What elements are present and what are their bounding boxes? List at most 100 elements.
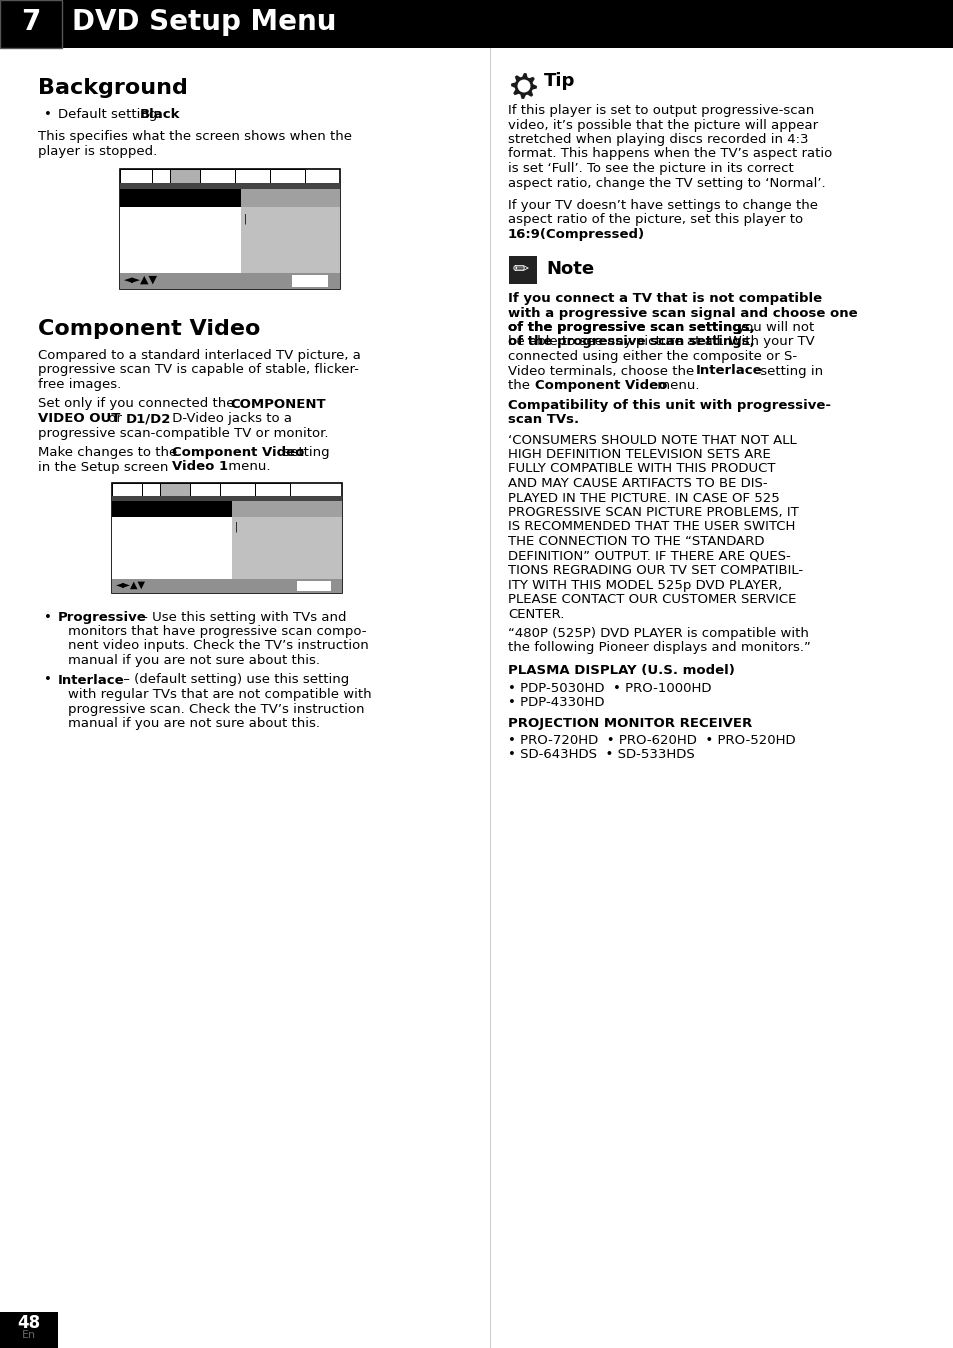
Text: connected using either the composite or S-: connected using either the composite or … <box>507 350 797 363</box>
Text: Black: Black <box>140 108 180 121</box>
Text: the: the <box>507 379 534 392</box>
Text: Default setting:: Default setting: <box>58 108 166 121</box>
Text: |: | <box>244 213 247 224</box>
Text: with a progressive scan signal and choose one: with a progressive scan signal and choos… <box>507 306 857 319</box>
Text: the following Pioneer displays and monitors.”: the following Pioneer displays and monit… <box>507 642 810 655</box>
Text: is set ‘Full’. To see the picture in its correct: is set ‘Full’. To see the picture in its… <box>507 162 793 175</box>
Text: ‘CONSUMERS SHOULD NOTE THAT NOT ALL: ‘CONSUMERS SHOULD NOTE THAT NOT ALL <box>507 434 796 446</box>
Text: be able to see any picture at all. With your TV: be able to see any picture at all. With … <box>507 336 814 349</box>
Polygon shape <box>511 73 537 98</box>
Text: nent video inputs. Check the TV’s instruction: nent video inputs. Check the TV’s instru… <box>68 639 369 652</box>
Text: “480P (525P) DVD PLAYER is compatible with: “480P (525P) DVD PLAYER is compatible wi… <box>507 627 808 640</box>
Text: •: • <box>44 611 51 624</box>
Text: aspect ratio of the picture, set this player to: aspect ratio of the picture, set this pl… <box>507 213 802 226</box>
Bar <box>241 208 339 274</box>
Text: progressive scan TV is capable of stable, flicker-: progressive scan TV is capable of stable… <box>38 364 358 376</box>
Text: video, it’s possible that the picture will appear: video, it’s possible that the picture wi… <box>507 119 818 132</box>
Text: This specifies what the screen shows when the: This specifies what the screen shows whe… <box>38 129 352 143</box>
Text: AND MAY CAUSE ARTIFACTS TO BE DIS-: AND MAY CAUSE ARTIFACTS TO BE DIS- <box>507 477 767 491</box>
Text: setting: setting <box>278 446 330 460</box>
Text: PLASMA DISPLAY (U.S. model): PLASMA DISPLAY (U.S. model) <box>507 665 734 677</box>
Bar <box>190 483 220 496</box>
Bar <box>292 275 328 287</box>
Text: menu.: menu. <box>652 379 699 392</box>
Text: THE CONNECTION TO THE “STANDARD: THE CONNECTION TO THE “STANDARD <box>507 535 763 549</box>
Bar <box>254 483 290 496</box>
Text: CENTER.: CENTER. <box>507 608 564 620</box>
Text: PLEASE CONTACT OUR CUSTOMER SERVICE: PLEASE CONTACT OUR CUSTOMER SERVICE <box>507 593 796 607</box>
Bar <box>296 581 331 590</box>
Text: Video terminals, choose the: Video terminals, choose the <box>507 364 698 377</box>
Text: .: . <box>638 228 641 241</box>
Text: Note: Note <box>545 260 594 278</box>
Text: 48: 48 <box>17 1314 41 1332</box>
Text: progressive scan. Check the TV’s instruction: progressive scan. Check the TV’s instruc… <box>68 702 364 716</box>
Bar <box>509 256 537 284</box>
Text: • SD-643HDS  • SD-533HDS: • SD-643HDS • SD-533HDS <box>507 748 694 762</box>
Text: Set only if you connected the: Set only if you connected the <box>38 398 238 411</box>
Text: DEFINITION” OUTPUT. IF THERE ARE QUES-: DEFINITION” OUTPUT. IF THERE ARE QUES- <box>507 550 790 562</box>
Text: ◄►▲▼: ◄►▲▼ <box>124 275 158 284</box>
Text: FULLY COMPATIBLE WITH THIS PRODUCT: FULLY COMPATIBLE WITH THIS PRODUCT <box>507 462 775 476</box>
Text: ✏: ✏ <box>513 260 529 279</box>
Bar <box>112 578 341 593</box>
Text: HIGH DEFINITION TELEVISION SETS ARE: HIGH DEFINITION TELEVISION SETS ARE <box>507 448 770 461</box>
Text: •: • <box>44 674 51 686</box>
Text: Interlace: Interlace <box>696 364 761 377</box>
Text: • PDP-4330HD: • PDP-4330HD <box>507 696 604 709</box>
Text: – Use this setting with TVs and: – Use this setting with TVs and <box>137 611 346 624</box>
Text: •: • <box>44 108 51 121</box>
Text: 16:9(Compressed): 16:9(Compressed) <box>507 228 644 241</box>
Text: 7: 7 <box>21 8 41 36</box>
Bar <box>200 168 234 183</box>
Text: COMPONENT: COMPONENT <box>230 398 325 411</box>
Bar <box>234 168 270 183</box>
Text: scan TVs.: scan TVs. <box>507 412 578 426</box>
Circle shape <box>517 80 530 93</box>
Text: manual if you are not sure about this.: manual if you are not sure about this. <box>68 717 319 731</box>
Bar <box>120 189 241 208</box>
Text: aspect ratio, change the TV setting to ‘Normal’.: aspect ratio, change the TV setting to ‘… <box>507 177 824 190</box>
Text: Make changes to the: Make changes to the <box>38 446 181 460</box>
Text: of the progressive scan settings,: of the progressive scan settings, <box>507 321 754 334</box>
Text: En: En <box>22 1330 36 1340</box>
Text: If you connect a TV that is not compatible: If you connect a TV that is not compatib… <box>507 293 821 305</box>
Bar <box>112 483 341 593</box>
Bar <box>112 500 232 516</box>
Bar <box>120 168 339 288</box>
Text: Background: Background <box>38 78 188 98</box>
Text: progressive scan-compatible TV or monitor.: progressive scan-compatible TV or monito… <box>38 426 328 439</box>
Bar <box>120 183 339 189</box>
Bar <box>160 483 190 496</box>
Text: setting in: setting in <box>755 364 822 377</box>
Text: of the progressive scan settings,: of the progressive scan settings, <box>507 321 754 334</box>
Text: free images.: free images. <box>38 377 121 391</box>
Text: in the Setup screen: in the Setup screen <box>38 461 172 473</box>
Bar <box>0 1312 58 1348</box>
Text: stretched when playing discs recorded in 4:3: stretched when playing discs recorded in… <box>507 133 807 146</box>
Bar <box>120 274 339 288</box>
Text: – (default setting) use this setting: – (default setting) use this setting <box>119 674 349 686</box>
Text: If this player is set to output progressive-scan: If this player is set to output progress… <box>507 104 814 117</box>
Text: Component Video: Component Video <box>172 446 304 460</box>
Bar <box>0 0 62 49</box>
Text: If your TV doesn’t have settings to change the: If your TV doesn’t have settings to chan… <box>507 200 817 212</box>
Text: player is stopped.: player is stopped. <box>38 146 157 158</box>
Text: Compatibility of this unit with progressive-: Compatibility of this unit with progress… <box>507 399 830 411</box>
Text: or: or <box>104 412 126 425</box>
Bar <box>120 168 152 183</box>
Bar <box>112 496 341 500</box>
Bar <box>142 483 160 496</box>
Text: PROGRESSIVE SCAN PICTURE PROBLEMS, IT: PROGRESSIVE SCAN PICTURE PROBLEMS, IT <box>507 506 798 519</box>
Text: format. This happens when the TV’s aspect ratio: format. This happens when the TV’s aspec… <box>507 147 831 160</box>
Bar <box>232 516 341 578</box>
Text: Tip: Tip <box>543 71 575 90</box>
Text: DVD Setup Menu: DVD Setup Menu <box>71 8 336 36</box>
Text: |: | <box>234 522 237 532</box>
Text: monitors that have progressive scan compo-: monitors that have progressive scan comp… <box>68 625 366 638</box>
Bar <box>120 208 241 274</box>
Text: manual if you are not sure about this.: manual if you are not sure about this. <box>68 654 319 667</box>
Bar <box>170 168 200 183</box>
Text: with regular TVs that are not compatible with: with regular TVs that are not compatible… <box>68 687 372 701</box>
Text: • PDP-5030HD  • PRO-1000HD: • PDP-5030HD • PRO-1000HD <box>507 682 711 694</box>
